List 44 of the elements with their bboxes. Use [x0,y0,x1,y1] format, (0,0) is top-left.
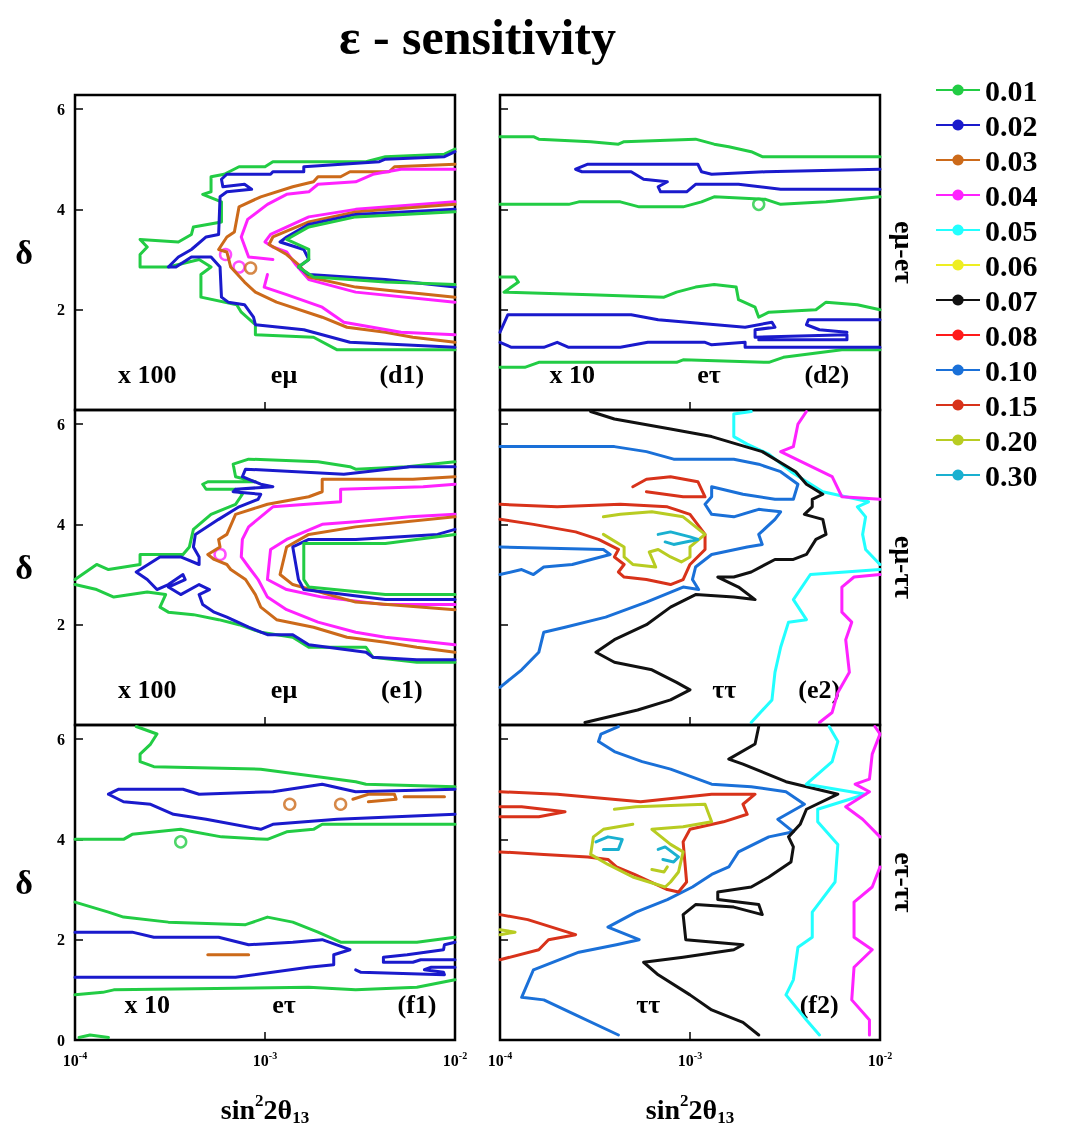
legend-label: 0.04 [985,178,1038,212]
y-tick-label: 6 [57,415,65,433]
annotation: x 100 [117,674,177,704]
chart-title: ε - sensitivity [338,8,617,66]
annotation: (d1) [379,359,425,389]
annotation: (f1) [397,989,437,1019]
legend-label: 0.01 [985,73,1038,107]
legend-label: 0.05 [985,213,1038,247]
annotation: (d2) [804,359,850,389]
y2-axis-title: eμ-ττ [888,535,920,600]
annotation: eτ [697,359,721,389]
y-tick-label: 6 [57,100,65,118]
y-tick-label: 4 [57,200,65,218]
annotation: x 100 [117,359,177,389]
y2-axis-title: eμ-eτ [888,221,920,285]
annotation: (e1) [380,674,423,704]
annotation: eτ [272,989,296,1019]
y-axis-title: δ [15,549,33,586]
legend-label: 0.08 [985,318,1038,352]
y-tick-label: 0 [57,1031,65,1049]
annotation: x 10 [549,359,595,389]
y-axis-title: δ [15,234,33,271]
legend-label: 0.30 [985,458,1038,492]
legend-label: 0.06 [985,248,1038,282]
y-axis-title: δ [15,864,33,901]
annotation: (f2) [799,989,839,1019]
y-tick-label: 2 [57,616,65,634]
y2-axis-title: eτ-ττ [888,852,920,913]
y-tick-label: 4 [57,830,65,848]
legend-label: 0.03 [985,143,1038,177]
annotation: ττ [712,674,737,704]
y-tick-label: 4 [57,515,65,533]
legend-label: 0.07 [985,283,1038,317]
legend-label: 0.15 [985,388,1038,422]
legend-label: 0.10 [985,353,1038,387]
legend-label: 0.20 [985,423,1038,457]
annotation: eμ [270,674,298,704]
annotation: eμ [270,359,298,389]
annotation: ττ [636,989,661,1019]
y-tick-label: 2 [57,301,65,319]
annotation: x 10 [124,989,170,1019]
y-tick-label: 6 [57,730,65,748]
legend-label: 0.02 [985,108,1038,142]
y-tick-label: 2 [57,931,65,949]
